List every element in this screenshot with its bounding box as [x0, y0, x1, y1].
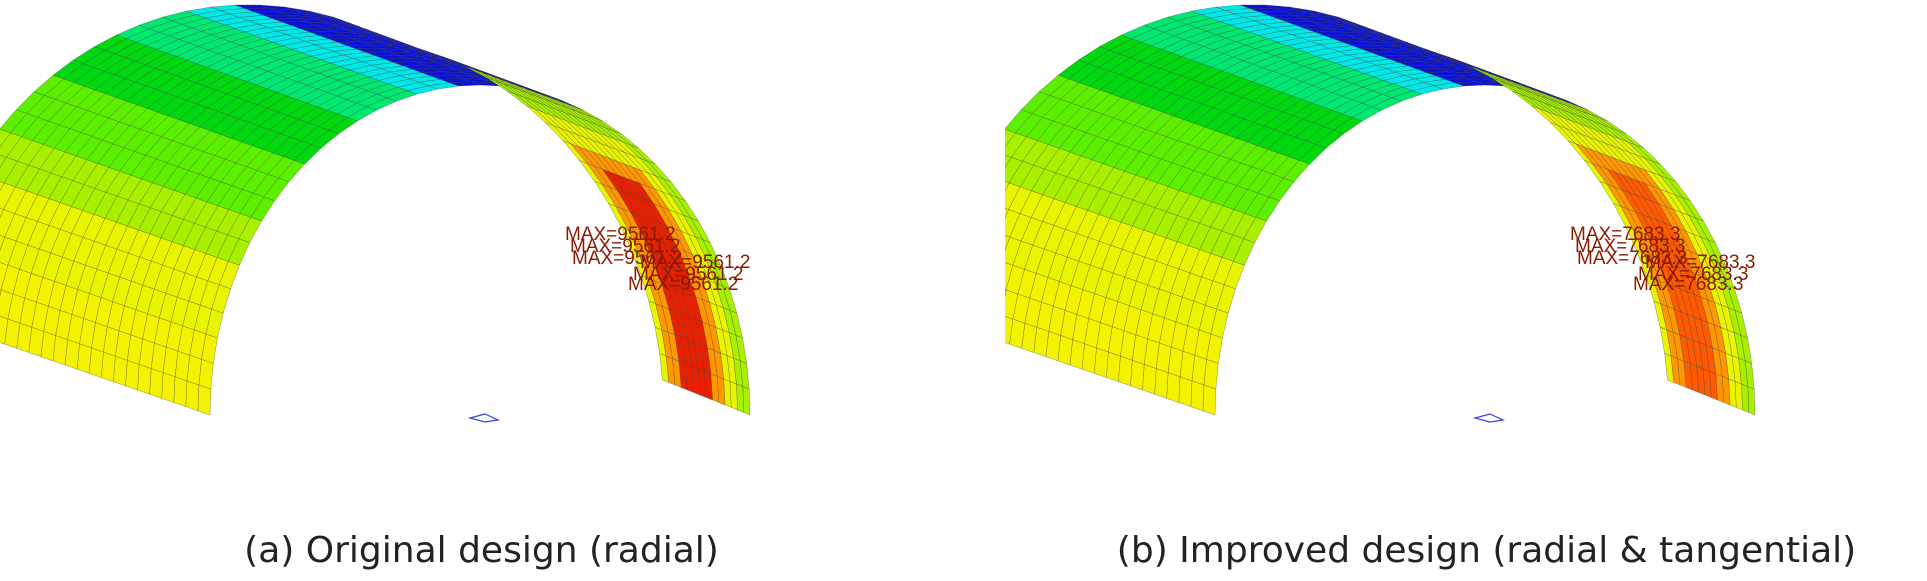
- axis-triad-icon: [1472, 413, 1506, 423]
- max-stress-label: MAX=9561.2: [633, 264, 743, 285]
- max-stress-label: MAX=7683.3: [1570, 224, 1680, 245]
- shell-model-original: MAX=9561.2MAX=9561.2MAX=9561.2MAX=9561.2…: [0, 4, 750, 423]
- max-stress-label: MAX=9561.2: [640, 252, 750, 273]
- caption-original: (a) Original design (radial): [244, 530, 719, 571]
- max-stress-label: MAX=7683.3: [1645, 252, 1755, 273]
- max-stress-label: MAX=7683.3: [1577, 248, 1687, 269]
- shell-model-improved: MAX=7683.3MAX=7683.3MAX=7683.3MAX=7683.3…: [1005, 4, 1755, 423]
- max-stress-label: MAX=7683.3: [1633, 274, 1743, 295]
- axis-triad-icon: [467, 413, 501, 423]
- max-stress-label: MAX=7683.3: [1575, 236, 1685, 257]
- max-stress-label: MAX=9561.2: [628, 274, 738, 295]
- caption-improved: (b) Improved design (radial & tangential…: [1116, 530, 1857, 571]
- panel-original-design: MAX=9561.2 MAX=9561.2 MAX=9561.2 MAX=9561.2…: [0, 0, 963, 581]
- panel-improved-design: MAX=7683.3 MAX=7683.3 MAX=7683.3 MAX=7683.3…: [1005, 0, 1927, 581]
- max-stress-label: MAX=9561.2: [570, 236, 680, 257]
- max-stress-label: MAX=9561.2: [565, 224, 675, 245]
- max-stress-label: MAX=9561.2: [572, 248, 682, 269]
- max-stress-label: MAX=7683.3: [1638, 264, 1748, 285]
